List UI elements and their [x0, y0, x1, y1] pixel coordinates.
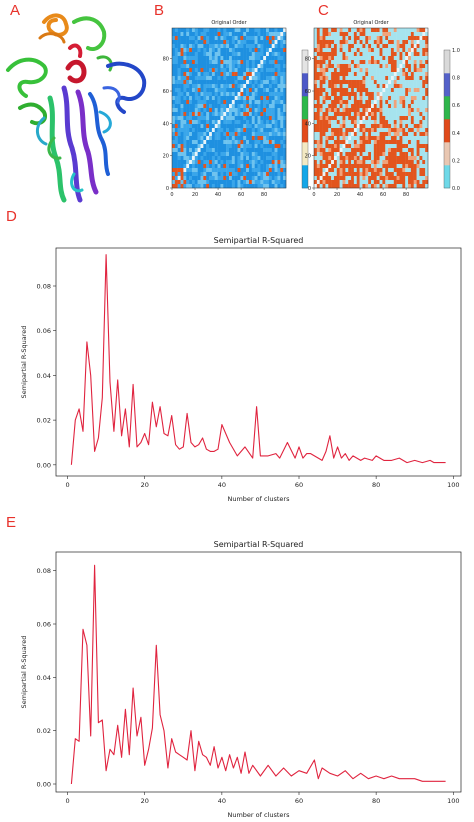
x-tick-label: 80 — [372, 797, 380, 805]
y-tick-label: 0.02 — [37, 727, 51, 735]
x-axis-label: Number of clusters — [227, 495, 290, 502]
heatmap-ytick: 60 — [163, 89, 169, 95]
heatmap-xtick: 60 — [380, 192, 386, 198]
colorbar-segment — [302, 73, 308, 97]
colorbar-segment — [444, 119, 450, 143]
heatmap-xtick: 0 — [170, 192, 173, 198]
heatmap-xtick: 0 — [312, 192, 315, 198]
panel-letter-e: E — [6, 514, 17, 531]
protein-structure-image — [6, 13, 147, 203]
y-tick-label: 0.08 — [37, 283, 51, 291]
x-tick-label: 80 — [372, 481, 380, 489]
colorbar-segment — [302, 96, 308, 120]
x-axis-label: Number of clusters — [227, 811, 290, 819]
x-tick-label: 60 — [295, 797, 303, 805]
series-line — [70, 254, 446, 465]
colorbar-segment — [444, 165, 450, 189]
colorbar-tick: 0.2 — [452, 158, 460, 164]
x-tick-label: 60 — [295, 481, 303, 489]
y-tick-label: 0.04 — [37, 372, 51, 380]
heatmap-ytick: 60 — [305, 89, 311, 95]
heatmap-title: Original Order — [353, 20, 389, 26]
heatmap-c: Original Order 0 20 40 60 80 0 20 40 60 80 0.0 0.2 0.… — [305, 20, 460, 198]
colorbar-tick: 0.8 — [452, 76, 460, 82]
colorbar-segment — [444, 73, 450, 97]
y-tick-label: 0.08 — [37, 567, 51, 575]
panel-letter-c: C — [318, 2, 329, 19]
x-tick-label: 40 — [218, 481, 226, 489]
x-tick-label: 0 — [66, 481, 70, 489]
colorbar-tick: 1.0 — [452, 48, 460, 54]
y-axis-label: Semipartial R-Squared — [20, 326, 28, 399]
x-tick-label: 40 — [218, 797, 226, 805]
colorbar-tick: 0.6 — [452, 103, 460, 109]
heatmap-ytick: 40 — [305, 121, 311, 127]
colorbar-frame — [301, 49, 309, 189]
colorbar-segment — [302, 50, 308, 74]
heatmap-b: Original Order 0 20 40 60 80 0 20 40 60 80 0 20 40 60 8… — [163, 20, 309, 198]
heatmap-xtick: 40 — [357, 192, 363, 198]
heatmap-ytick: 80 — [305, 57, 311, 63]
x-tick-label: 20 — [141, 481, 149, 489]
y-tick-label: 0.00 — [37, 781, 51, 789]
x-tick-label: 100 — [447, 797, 459, 805]
series-line — [70, 564, 446, 785]
y-tick-label: 0.06 — [37, 621, 51, 629]
y-tick-label: 0.04 — [37, 674, 51, 682]
x-tick-label: 20 — [141, 797, 149, 805]
heatmap-frame — [171, 27, 287, 189]
plot-frame — [55, 551, 462, 793]
heatmap-ytick: 0 — [166, 186, 169, 192]
heatmap-xtick: 20 — [192, 192, 198, 198]
panel-letter-a: A — [10, 2, 21, 19]
x-tick-label: 100 — [447, 481, 459, 489]
y-tick-label: 0.00 — [37, 461, 51, 469]
colorbar-segment — [302, 165, 308, 189]
panel-letter-d: D — [6, 208, 17, 225]
colorbar-tick: 0.4 — [452, 131, 460, 137]
chart-title: Semipartial R-Squared — [214, 540, 304, 549]
panel-letter-b: B — [154, 2, 165, 19]
line-chart-d: Semipartial R-Squared 0 20 40 60 80 100 0.00 0.0… — [20, 236, 462, 502]
chart-title: Semipartial R-Squared — [214, 236, 304, 245]
x-tick-label: 0 — [66, 797, 70, 805]
colorbar-frame — [443, 49, 451, 189]
heatmap-ytick: 0 — [308, 186, 311, 192]
heatmap-xtick: 60 — [238, 192, 244, 198]
heatmap-ytick: 80 — [163, 57, 169, 63]
heatmap-ytick: 40 — [163, 121, 169, 127]
heatmap-ytick: 20 — [305, 154, 311, 160]
y-tick-label: 0.06 — [37, 327, 51, 335]
colorbar-segment — [444, 96, 450, 120]
heatmap-title: Original Order — [211, 20, 247, 26]
plot-frame — [55, 247, 462, 477]
line-chart-e: Semipartial R-Squared 0 20 40 60 80 100 0.00 0.0… — [20, 540, 462, 819]
colorbar-segment — [444, 50, 450, 74]
heatmap-xtick: 20 — [334, 192, 340, 198]
heatmap-frame — [313, 27, 429, 189]
heatmap-xtick: 40 — [215, 192, 221, 198]
heatmap-cells — [314, 28, 429, 189]
heatmap-cells — [172, 28, 287, 189]
colorbar-segment — [444, 142, 450, 166]
colorbar-segment — [302, 142, 308, 166]
colorbar-segment — [302, 119, 308, 143]
heatmap-ytick: 20 — [163, 154, 169, 160]
heatmap-xtick: 80 — [403, 192, 409, 198]
y-axis-label: Semipartial R-Squared — [20, 636, 28, 709]
y-tick-label: 0.02 — [37, 417, 51, 425]
heatmap-xtick: 80 — [261, 192, 267, 198]
colorbar-tick: 0.0 — [452, 186, 460, 192]
